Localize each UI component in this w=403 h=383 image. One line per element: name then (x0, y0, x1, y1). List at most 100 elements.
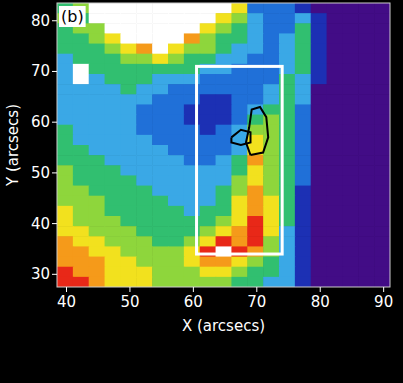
cell (152, 186, 168, 197)
cell (216, 267, 232, 278)
y-tick (52, 274, 57, 275)
cell (263, 104, 279, 115)
cell (152, 267, 168, 278)
cell (105, 13, 121, 24)
cell (73, 84, 89, 95)
cell (152, 104, 168, 115)
cell (136, 267, 152, 278)
cell (200, 165, 216, 176)
cell (168, 33, 184, 44)
cell (89, 104, 105, 115)
cell (311, 165, 327, 176)
cell (374, 196, 390, 207)
cell (374, 44, 390, 55)
cell (311, 186, 327, 197)
y-tick-label: 50 (31, 164, 50, 182)
cell (120, 33, 136, 44)
cell (374, 226, 390, 237)
cell (152, 135, 168, 146)
cell (152, 175, 168, 186)
cell (295, 94, 311, 105)
cell (247, 267, 263, 278)
cell (311, 206, 327, 217)
cell (105, 216, 121, 227)
cell (311, 155, 327, 166)
cell (120, 196, 136, 207)
cell (231, 226, 247, 237)
cell (152, 257, 168, 268)
cell (105, 236, 121, 247)
cell (247, 186, 263, 197)
cell (295, 44, 311, 55)
cell (200, 277, 216, 287)
cell (327, 257, 343, 268)
cell (342, 64, 358, 75)
cell (311, 216, 327, 227)
cell (57, 125, 73, 136)
cell (73, 115, 89, 126)
cell (295, 54, 311, 65)
cell (247, 54, 263, 65)
cell (327, 206, 343, 217)
cell (152, 145, 168, 156)
cell (247, 13, 263, 24)
cell (136, 104, 152, 115)
cell (374, 277, 390, 287)
cell (263, 94, 279, 105)
x-tick-label: 40 (57, 293, 76, 311)
cell (216, 226, 232, 237)
cell (374, 3, 390, 14)
cell (295, 267, 311, 278)
x-tick-label: 90 (374, 293, 393, 311)
cell (73, 145, 89, 156)
y-axis-title: Y (arcsecs) (4, 104, 22, 187)
cell (57, 165, 73, 176)
cell (342, 115, 358, 126)
cell (152, 33, 168, 44)
cell (168, 74, 184, 85)
cell (200, 84, 216, 95)
cell (168, 23, 184, 34)
cell (295, 165, 311, 176)
cell (327, 236, 343, 247)
cell (358, 94, 374, 105)
cell (295, 196, 311, 207)
cell (168, 155, 184, 166)
cell (374, 84, 390, 95)
cell (57, 104, 73, 115)
cell (200, 74, 216, 85)
cell (358, 216, 374, 227)
cell (136, 64, 152, 75)
cell (263, 44, 279, 55)
cell (73, 216, 89, 227)
cell (105, 175, 121, 186)
cell (358, 175, 374, 186)
cell (327, 175, 343, 186)
cell (120, 226, 136, 237)
cell (279, 257, 295, 268)
cell (263, 267, 279, 278)
cell (311, 3, 327, 14)
cell (263, 186, 279, 197)
cell (89, 115, 105, 126)
cell (57, 226, 73, 237)
cell (216, 206, 232, 217)
cell (168, 13, 184, 24)
cell (358, 267, 374, 278)
cell (200, 54, 216, 65)
cell (231, 175, 247, 186)
cell (57, 236, 73, 247)
cell (89, 246, 105, 257)
cell (200, 23, 216, 34)
cell (342, 44, 358, 55)
cell (57, 175, 73, 186)
contour (231, 130, 250, 145)
cell (295, 23, 311, 34)
cell (327, 94, 343, 105)
cell (89, 267, 105, 278)
cell (57, 74, 73, 85)
cell (327, 44, 343, 55)
cell (216, 236, 232, 247)
x-tick-label: 60 (184, 293, 203, 311)
cell (120, 267, 136, 278)
